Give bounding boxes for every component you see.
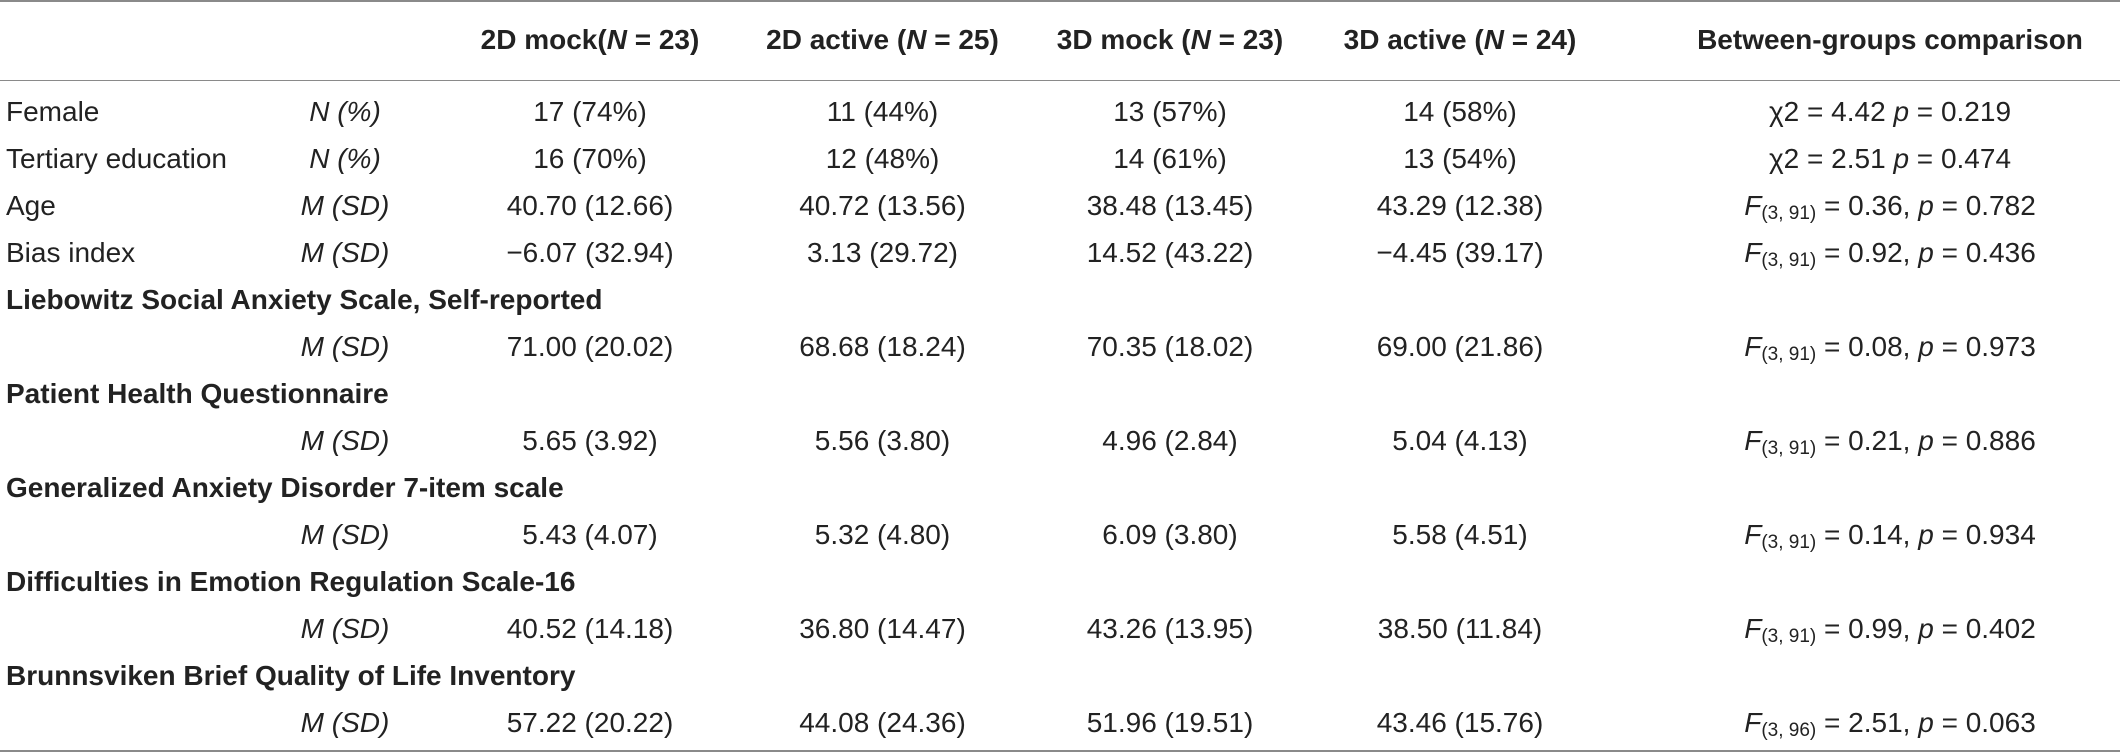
cell-3d-mock: 14 (61%): [1113, 143, 1227, 174]
cell-comparison: F(3, 91) = 0.14, p = 0.934: [1744, 519, 2036, 553]
table-row: M (SD) 5.43 (4.07) 5.32 (4.80) 6.09 (3.8…: [0, 511, 2120, 558]
cell-comparison: F(3, 91) = 0.21, p = 0.886: [1744, 425, 2036, 459]
cell-comparison: F(3, 91) = 0.08, p = 0.973: [1744, 331, 2036, 365]
cell-3d-mock: 13 (57%): [1113, 96, 1227, 127]
cell-comparison: χ2 = 2.51 p = 0.474: [1768, 143, 2012, 174]
header-row: 2D mock(N = 23) 2D active (N = 25) 3D mo…: [0, 0, 2120, 80]
table-row: Tertiary education N (%) 16 (70%) 12 (48…: [0, 135, 2120, 182]
cell-3d-active: 14 (58%): [1403, 96, 1517, 127]
row-label: Bias index: [6, 237, 136, 268]
table-row: M (SD) 5.65 (3.92) 5.56 (3.80) 4.96 (2.8…: [0, 417, 2120, 464]
cell-2d-mock: 17 (74%): [533, 96, 647, 127]
cell-3d-mock: 70.35 (18.02): [1086, 331, 1254, 362]
cell-2d-mock: 5.65 (3.92): [522, 425, 658, 456]
cell-2d-active: 44.08 (24.36): [799, 707, 966, 738]
header-between-groups: Between-groups comparison: [1697, 24, 2083, 55]
section-title-row: Patient Health Questionnaire: [0, 370, 2120, 417]
row-stat: N (%): [309, 143, 381, 174]
row-label: Age: [6, 190, 56, 221]
bottom-rule: [0, 750, 2120, 752]
cell-3d-active: 43.29 (12.38): [1376, 190, 1544, 221]
row-label: Tertiary education: [6, 143, 228, 174]
cell-3d-active: 13 (54%): [1403, 143, 1517, 174]
section-title-row: Brunnsviken Brief Quality of Life Invent…: [0, 652, 2120, 699]
cell-3d-mock: 6.09 (3.80): [1102, 519, 1238, 550]
table-row: M (SD) 71.00 (20.02) 68.68 (18.24) 70.35…: [0, 323, 2120, 370]
cell-2d-mock: 57.22 (20.22): [506, 707, 674, 738]
table-row: Age M (SD) 40.70 (12.66) 40.72 (13.56) 3…: [0, 182, 2120, 229]
cell-3d-mock: 43.26 (13.95): [1086, 613, 1254, 644]
cell-2d-mock: 16 (70%): [533, 143, 647, 174]
row-stat: M (SD): [300, 331, 390, 362]
cell-2d-active: 5.56 (3.80): [814, 425, 951, 456]
section-title: Difficulties in Emotion Regulation Scale…: [6, 566, 576, 597]
cell-3d-mock: 14.52 (43.22): [1086, 237, 1254, 268]
table-row: Female N (%) 17 (74%) 11 (44%) 13 (57%) …: [0, 88, 2120, 135]
row-label: Female: [6, 96, 100, 127]
section-title: Patient Health Questionnaire: [6, 378, 389, 409]
cell-2d-active: 36.80 (14.47): [799, 613, 966, 644]
cell-2d-active: 11 (44%): [826, 96, 939, 127]
top-rule: [0, 0, 2120, 2]
cell-3d-mock: 4.96 (2.84): [1102, 425, 1238, 456]
header-rule: [0, 80, 2120, 81]
cell-2d-active: 3.13 (29.72): [807, 237, 958, 268]
cell-comparison: χ2 = 4.42 p = 0.219: [1768, 96, 2012, 127]
cell-2d-active: 40.72 (13.56): [799, 190, 966, 221]
cell-3d-active: −4.45 (39.17): [1376, 237, 1544, 268]
section-title: Liebowitz Social Anxiety Scale, Self-rep…: [6, 284, 603, 315]
cell-2d-active: 12 (48%): [825, 143, 940, 174]
header-3d-active: 3D active (N = 24): [1343, 24, 1577, 55]
table-row: Bias index M (SD) −6.07 (32.94) 3.13 (29…: [0, 229, 2120, 276]
section-title-row: Liebowitz Social Anxiety Scale, Self-rep…: [0, 276, 2120, 323]
cell-2d-active: 5.32 (4.80): [814, 519, 951, 550]
table-row: M (SD) 40.52 (14.18) 36.80 (14.47) 43.26…: [0, 605, 2120, 652]
cell-2d-mock: 40.70 (12.66): [506, 190, 674, 221]
cell-comparison: F(3, 96) = 2.51, p = 0.063: [1744, 707, 2036, 741]
row-stat: N (%): [309, 96, 381, 127]
section-title: Generalized Anxiety Disorder 7-item scal…: [6, 472, 564, 503]
cell-3d-active: 5.58 (4.51): [1392, 519, 1528, 550]
cell-3d-mock: 51.96 (19.51): [1086, 707, 1254, 738]
section-title-row: Generalized Anxiety Disorder 7-item scal…: [0, 464, 2120, 511]
row-stat: M (SD): [300, 190, 390, 221]
cell-2d-mock: 71.00 (20.02): [506, 331, 674, 362]
section-title-row: Difficulties in Emotion Regulation Scale…: [0, 558, 2120, 605]
section-title: Brunnsviken Brief Quality of Life Invent…: [6, 660, 576, 691]
header-3d-mock: 3D mock (N = 23): [1056, 24, 1284, 55]
row-stat: M (SD): [300, 237, 390, 268]
row-stat: M (SD): [300, 519, 390, 550]
cell-comparison: F(3, 91) = 0.92, p = 0.436: [1744, 237, 2036, 271]
cell-2d-mock: −6.07 (32.94): [506, 237, 674, 268]
header-2d-active: 2D active (N = 25): [766, 24, 999, 55]
cell-3d-active: 43.46 (15.76): [1376, 707, 1544, 738]
row-stat: M (SD): [300, 707, 390, 738]
cell-3d-active: 5.04 (4.13): [1392, 425, 1528, 456]
cell-2d-mock: 40.52 (14.18): [506, 613, 674, 644]
cell-2d-mock: 5.43 (4.07): [522, 519, 658, 550]
cell-2d-active: 68.68 (18.24): [799, 331, 966, 362]
row-stat: M (SD): [300, 613, 390, 644]
header-2d-mock: 2D mock(N = 23): [480, 24, 700, 55]
table-row: M (SD) 57.22 (20.22) 44.08 (24.36) 51.96…: [0, 699, 2120, 746]
cell-comparison: F(3, 91) = 0.36, p = 0.782: [1744, 190, 2036, 224]
cell-3d-mock: 38.48 (13.45): [1086, 190, 1254, 221]
row-stat: M (SD): [300, 425, 390, 456]
cell-comparison: F(3, 91) = 0.99, p = 0.402: [1744, 613, 2036, 647]
cell-3d-active: 69.00 (21.86): [1376, 331, 1544, 362]
cell-3d-active: 38.50 (11.84): [1377, 613, 1543, 644]
